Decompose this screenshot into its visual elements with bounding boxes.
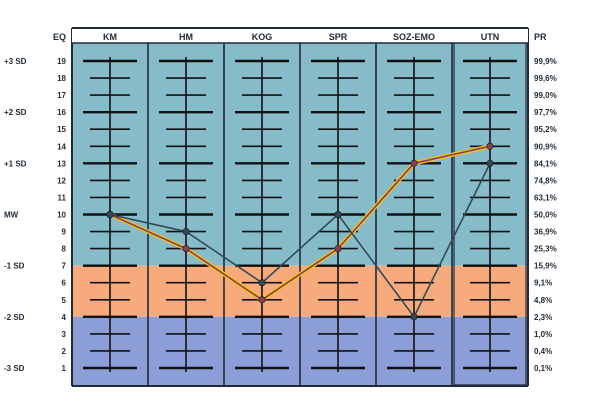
y-tick-label: 2 (62, 347, 67, 356)
y-tick-label: 18 (57, 74, 66, 83)
y-tick-label: 16 (57, 108, 66, 117)
percentile-label: 90,9% (534, 142, 557, 151)
y-tick-label: 15 (57, 125, 66, 134)
percentile-label: 99,6% (534, 74, 557, 83)
sd-label: -1 SD (4, 262, 25, 271)
percentile-label: 84,1% (534, 159, 557, 168)
sd-label: +1 SD (4, 159, 27, 168)
y-tick-label: 4 (62, 313, 67, 322)
series-0-point-hm (182, 245, 190, 253)
series-1-line (109, 162, 491, 318)
series-1-point-spr (334, 211, 342, 219)
eq-header: EQ (53, 32, 66, 42)
column-headers: EQ PR KM HM KOG SPR SOZ-EMO UTN (53, 32, 547, 42)
series-1-point-hm (182, 228, 190, 236)
column-header-km: KM (103, 32, 117, 42)
y-tick-label: 12 (57, 176, 66, 185)
series-0-point-spr (334, 245, 342, 253)
series-1-point-soz-emo (410, 313, 418, 321)
percentile-label: 99,0% (534, 91, 557, 100)
percentile-label: 97,7% (534, 108, 557, 117)
y-tick-label: 6 (62, 279, 67, 288)
percentile-label: 50,0% (534, 211, 557, 220)
scale-ticks (83, 57, 517, 372)
percentile-label: 74,8% (534, 176, 557, 185)
column-header-kog: KOG (252, 32, 273, 42)
percentile-label: 99,9% (534, 57, 557, 66)
y-tick-label: 1 (62, 364, 67, 373)
sd-label: -2 SD (4, 313, 25, 322)
percentile-label: 36,9% (534, 228, 557, 237)
percentile-label: 2,3% (534, 313, 552, 322)
sd-label: +3 SD (4, 57, 27, 66)
column-header-spr: SPR (329, 32, 348, 42)
series-1-point-kog (258, 279, 266, 287)
series-0-point-kog (258, 296, 266, 304)
y-tick-label: 7 (62, 262, 67, 271)
series-1-point-utn (486, 159, 494, 167)
sd-label: MW (4, 211, 19, 220)
percentile-label: 9,1% (534, 279, 552, 288)
percentile-label: 4,8% (534, 296, 552, 305)
series-0-line (109, 145, 491, 301)
pr-header: PR (534, 32, 547, 42)
percentile-label: 15,9% (534, 262, 557, 271)
y-tick-label: 13 (57, 159, 66, 168)
percentile-label: 25,3% (534, 245, 557, 254)
y-tick-label: 19 (57, 57, 66, 66)
percentile-label: 0,4% (534, 347, 552, 356)
sd-label: -3 SD (4, 364, 25, 373)
chart-frame (72, 27, 528, 387)
y-tick-label: 17 (57, 91, 66, 100)
column-header-hm: HM (179, 32, 193, 42)
percentile-label: 0,1% (534, 364, 552, 373)
y-tick-label: 9 (62, 228, 67, 237)
y-tick-label: 8 (62, 245, 67, 254)
percentile-label: 95,2% (534, 125, 557, 134)
header-strip (72, 28, 528, 43)
column-header-soz-emo: SOZ-EMO (393, 32, 435, 42)
column-header-utn: UTN (481, 32, 500, 42)
y-tick-label: 11 (58, 193, 67, 202)
series-lines (106, 142, 494, 321)
series-1-point-km (106, 211, 114, 219)
series-0-point-soz-emo (410, 159, 418, 167)
sd-label: +2 SD (4, 108, 27, 117)
percentile-label: 63,1% (534, 193, 557, 202)
y-tick-label: 3 (62, 330, 67, 339)
y-tick-label: 10 (57, 211, 66, 220)
y-tick-label: 14 (57, 142, 66, 151)
percentile-label: 1,0% (534, 330, 552, 339)
series-0-point-utn (486, 142, 494, 150)
y-tick-label: 5 (62, 296, 67, 305)
